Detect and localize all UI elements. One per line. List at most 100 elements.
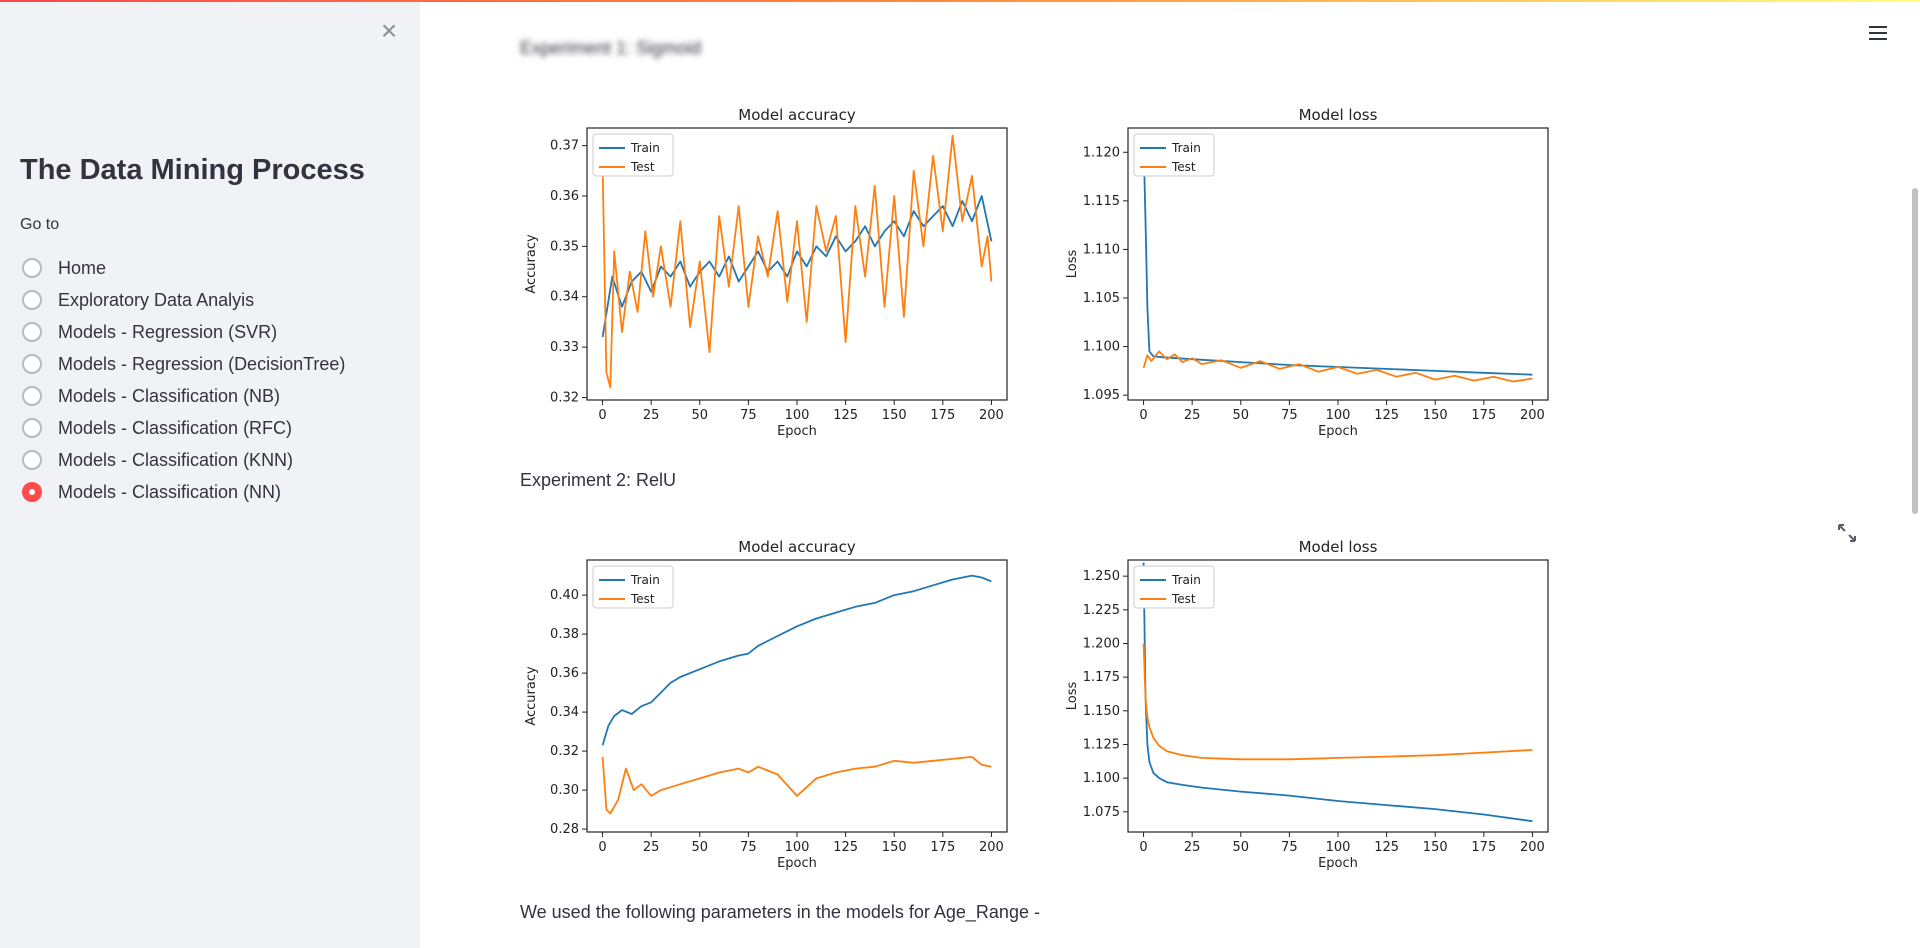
y-tick-label: 1.225 (1083, 603, 1120, 618)
radio-button-icon[interactable] (22, 418, 42, 438)
x-tick-label: 150 (1423, 408, 1448, 423)
radio-button-icon[interactable] (22, 386, 42, 406)
radio-label: Models - Regression (SVR) (58, 321, 278, 342)
radio-option-classification-knn[interactable]: Models - Classification (KNN) (22, 444, 345, 476)
radio-option-classification-nn[interactable]: Models - Classification (NN) (22, 476, 345, 508)
exp1-loss-chart: Model loss 0 25 50 75 100 125 150 175 200 1.095 1.1… (1061, 100, 1561, 440)
experiment-2-heading: Experiment 2: RelU (520, 470, 677, 490)
radio-button-icon[interactable] (22, 322, 42, 342)
y-tick-label: 0.38 (550, 627, 579, 642)
legend-label: Train (630, 573, 660, 587)
chart-title: Model loss (1299, 538, 1378, 556)
radio-button-icon[interactable] (22, 290, 42, 310)
y-tick-label: 0.36 (550, 189, 579, 204)
sidebar: × The Data Mining Process Go to Home Exp… (0, 2, 420, 948)
radio-button-icon[interactable] (22, 482, 42, 502)
series-line-test (601, 755, 992, 815)
x-axis-label: Epoch (777, 856, 817, 871)
x-axis-label: Epoch (777, 424, 817, 439)
legend-label: Test (630, 160, 655, 174)
chart-title: Model accuracy (738, 106, 856, 124)
exp1-loss-svg: Model loss 0 25 50 75 100 125 150 175 200 1.095 1.1… (1065, 106, 1549, 439)
experiment-1-heading: Experiment 1: Sigmoid (520, 38, 702, 58)
x-tick-label: 100 (1326, 408, 1351, 423)
radio-label: Models - Classification (NN) (58, 481, 282, 502)
hamburger-menu-icon[interactable] (1866, 22, 1890, 46)
chart-legend: Train Test (592, 565, 674, 609)
y-tick-label: 1.120 (1083, 145, 1120, 160)
x-tick-label: 50 (1233, 408, 1250, 423)
x-axis-label: Epoch (1318, 856, 1358, 871)
x-tick-label: 200 (979, 408, 1004, 423)
y-tick-label: 0.40 (550, 588, 579, 603)
radio-button-icon[interactable] (22, 354, 42, 374)
x-tick-label: 75 (740, 408, 757, 423)
y-tick-label: 0.33 (550, 340, 579, 355)
x-tick-label: 75 (740, 840, 757, 855)
x-tick-label: 175 (1471, 408, 1496, 423)
legend-label: Train (630, 141, 660, 155)
radio-button-icon[interactable] (22, 450, 42, 470)
legend-label: Test (630, 592, 655, 606)
x-tick-label: 125 (1374, 408, 1399, 423)
y-axis-label: Loss (1065, 682, 1080, 711)
chart-legend: Train Test (1133, 565, 1215, 609)
x-tick-label: 25 (643, 408, 660, 423)
exp2-accuracy-svg: Model accuracy 0 25 50 75 100 125 150 175 200 0.28… (524, 538, 1008, 871)
exp1-accuracy-chart: Model accuracy 0 25 50 75 100 125 150 175 200 0.32… (520, 100, 1020, 440)
chart-title: Model accuracy (738, 538, 856, 556)
fullscreen-expand-icon[interactable] (1836, 522, 1858, 544)
x-tick-label: 0 (598, 408, 606, 423)
y-tick-label: 1.115 (1083, 194, 1120, 209)
radio-option-regression-svr[interactable]: Models - Regression (SVR) (22, 316, 345, 348)
x-tick-label: 50 (692, 408, 709, 423)
y-tick-label: 1.095 (1083, 388, 1120, 403)
x-tick-label: 175 (930, 408, 955, 423)
exp2-loss-chart: Model loss 0 25 50 75 100 125 150 175 200 1.075 1.1… (1061, 532, 1561, 872)
legend-label: Train (1171, 141, 1201, 155)
y-tick-label: 1.250 (1083, 569, 1120, 584)
y-tick-label: 0.32 (550, 744, 579, 759)
x-axis-label: Epoch (1318, 424, 1358, 439)
y-tick-label: 0.37 (550, 139, 579, 154)
close-icon[interactable]: × (380, 15, 398, 46)
chart-title: Model loss (1299, 106, 1378, 124)
x-tick-label: 100 (785, 840, 810, 855)
x-tick-label: 150 (882, 840, 907, 855)
x-tick-label: 200 (979, 840, 1004, 855)
radio-option-classification-nb[interactable]: Models - Classification (NB) (22, 380, 345, 412)
goto-label: Go to (20, 216, 60, 233)
y-tick-label: 0.30 (550, 783, 579, 798)
exp2-loss-svg: Model loss 0 25 50 75 100 125 150 175 200 1.075 1.1… (1065, 538, 1549, 871)
series-line-test (1142, 643, 1533, 761)
y-axis-label: Accuracy (524, 234, 539, 294)
radio-option-regression-decisiontree[interactable]: Models - Regression (DecisionTree) (22, 348, 345, 380)
y-tick-label: 1.100 (1083, 340, 1120, 355)
x-tick-label: 25 (1184, 408, 1201, 423)
x-tick-label: 100 (1326, 840, 1351, 855)
y-tick-label: 0.28 (550, 822, 579, 837)
series-line-train (601, 574, 992, 746)
x-tick-label: 75 (1281, 408, 1298, 423)
exp1-accuracy-svg: Model accuracy 0 25 50 75 100 125 150 175 200 0.32… (524, 106, 1008, 439)
radio-option-home[interactable]: Home (22, 252, 345, 284)
chart-legend: Train Test (592, 133, 674, 177)
radio-label: Home (58, 257, 107, 278)
radio-option-eda[interactable]: Exploratory Data Analyis (22, 284, 345, 316)
y-tick-label: 1.125 (1083, 737, 1120, 752)
radio-option-classification-rfc[interactable]: Models - Classification (RFC) (22, 412, 345, 444)
page-scrollbar[interactable] (1912, 188, 1918, 514)
x-tick-label: 175 (930, 840, 955, 855)
y-tick-label: 1.075 (1083, 805, 1120, 820)
x-tick-label: 200 (1520, 840, 1545, 855)
radio-button-icon[interactable] (22, 258, 42, 278)
y-tick-label: 0.34 (550, 290, 579, 305)
y-tick-label: 1.150 (1083, 704, 1120, 719)
series-line-train (1142, 562, 1533, 823)
x-tick-label: 0 (1139, 840, 1147, 855)
x-tick-label: 50 (1233, 840, 1250, 855)
y-tick-label: 1.105 (1083, 291, 1120, 306)
x-tick-label: 50 (692, 840, 709, 855)
y-tick-label: 1.100 (1083, 771, 1120, 786)
x-tick-label: 0 (1139, 408, 1147, 423)
